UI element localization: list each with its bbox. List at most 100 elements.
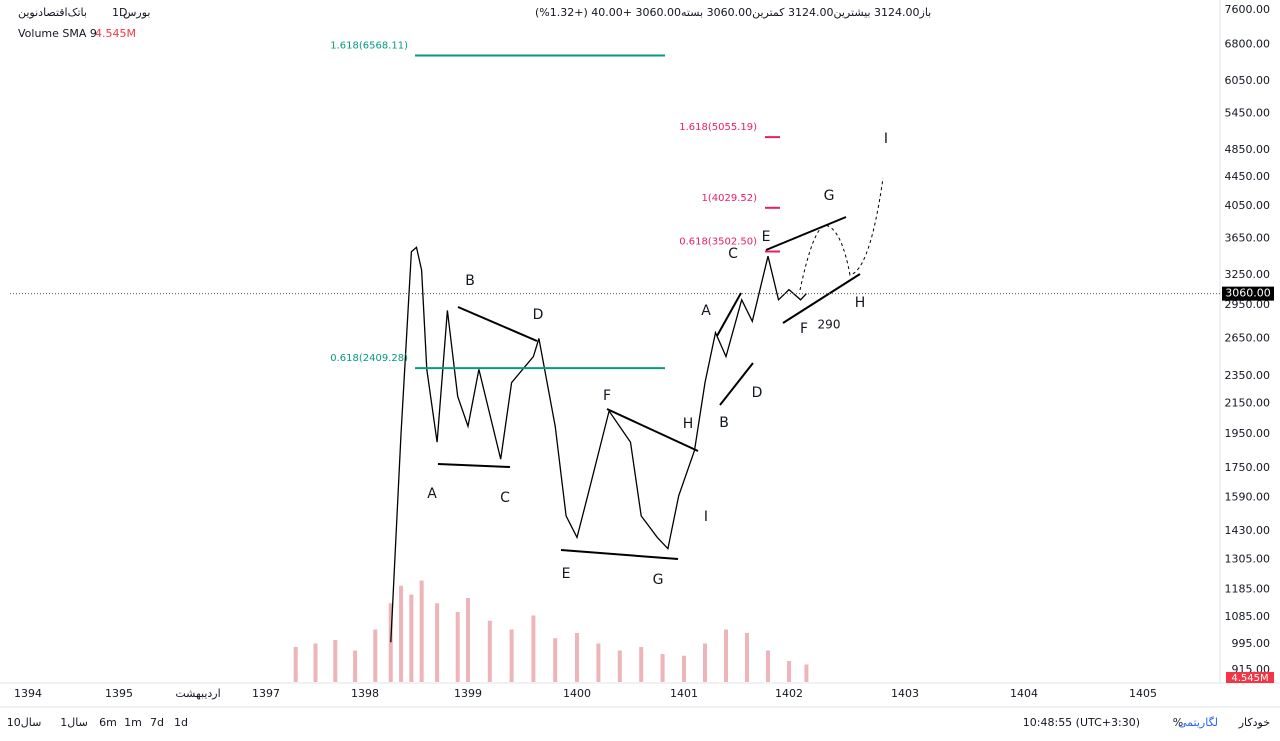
projection (799, 177, 884, 291)
y-tick-label: 1430.00 (1225, 524, 1271, 537)
trend-line (606, 408, 699, 452)
range-button[interactable]: 1d (174, 716, 188, 729)
fib-label: 1(4029.52) (701, 193, 757, 204)
wave-label: I (884, 131, 888, 147)
range-button[interactable]: 1m (124, 716, 142, 729)
y-tick-label: 3250.00 (1225, 268, 1271, 281)
last-price-label: 3060.00 (1225, 287, 1271, 300)
wave-label: 290 (818, 318, 841, 332)
toolbar-auto[interactable]: خودکار (1238, 716, 1270, 729)
x-tick-label: 1395 (105, 687, 133, 700)
x-tick-label: 1405 (1129, 687, 1157, 700)
wave-label: C (728, 246, 738, 262)
volume-bar (419, 580, 424, 682)
interval: 1D (112, 6, 127, 19)
fib-label: 0.618(3502.50) (679, 237, 757, 248)
trend-line (765, 216, 847, 251)
trend-line (457, 306, 538, 342)
y-tick-label: 2650.00 (1225, 331, 1271, 344)
y-tick-label: 2350.00 (1225, 369, 1271, 382)
trend-lines (437, 216, 861, 560)
exchange: بورس (123, 6, 150, 19)
toolbar-percent[interactable]: % (1173, 716, 1183, 729)
fib-label: 1.618(5055.19) (679, 122, 757, 133)
volume-bar (409, 594, 414, 682)
y-tick-label: 7600.00 (1225, 3, 1271, 16)
wave-label: G (824, 188, 835, 204)
volume-bar (682, 655, 686, 682)
toolbar-log[interactable]: لگاریتمی (1178, 716, 1218, 729)
x-tick-label: 1399 (454, 687, 482, 700)
x-tick-label: 1401 (670, 687, 698, 700)
volume-bar (553, 638, 558, 682)
volume-bar (466, 598, 470, 682)
volume-bar (399, 585, 404, 682)
wave-label: A (701, 303, 711, 319)
trend-line (437, 463, 511, 468)
volume-bar (703, 643, 707, 682)
y-tick-label: 6050.00 (1225, 74, 1271, 87)
volume-bar (373, 629, 378, 682)
volume-bar (660, 654, 665, 682)
volume-bar (745, 633, 749, 682)
volume-bar (333, 640, 338, 682)
volume-title: Volume SMA 9 (18, 27, 97, 40)
wave-label: D (752, 385, 763, 401)
volume-bar (575, 633, 579, 682)
trend-line (782, 273, 861, 324)
range-button[interactable]: 7d (150, 716, 164, 729)
wave-label: B (465, 273, 475, 289)
range-button[interactable]: 6m (99, 716, 117, 729)
range-button[interactable]: 1سال (60, 716, 88, 729)
toolbar-time: 10:48:55 (UTC+3:30) (1023, 716, 1140, 729)
wave-label: G (653, 572, 664, 588)
toolbar: 10:48:55 (UTC+3:30) % لگاریتمی خودکار (1023, 716, 1270, 729)
y-tick-label: 1750.00 (1225, 461, 1271, 474)
volume-bar (353, 650, 358, 682)
volume-bar (509, 629, 514, 682)
wave-label: A (427, 486, 437, 502)
ohlc: باز3124.00 بیشترین3124.00 کمترین3060.00 … (535, 6, 931, 19)
volume-box (1226, 672, 1274, 683)
volume-axis-label: 4.545M (1231, 673, 1268, 684)
y-tick-label: 2150.00 (1225, 397, 1271, 410)
price-line (390, 246, 807, 643)
volume-bar (724, 629, 728, 682)
fib-label: 0.618(2409.28) (330, 353, 408, 364)
wave-label: B (719, 415, 729, 431)
symbol: باتک‌اقتصادنوین (18, 6, 87, 19)
volume-bar (455, 612, 460, 682)
x-tick-label: 1402 (775, 687, 803, 700)
x-tick-label: 1403 (891, 687, 919, 700)
x-tick-label: 1404 (1010, 687, 1038, 700)
volume-bar (487, 620, 492, 682)
y-tick-label: 1085.00 (1225, 610, 1271, 623)
y-tick-label: 4850.00 (1225, 143, 1271, 156)
wave-label: I (704, 509, 708, 525)
volume-bar (639, 647, 644, 682)
trend-line (560, 549, 679, 560)
volume-value: 4.545M (95, 27, 136, 40)
wave-label: F (603, 388, 611, 404)
y-tick-label: 1185.00 (1225, 582, 1271, 595)
x-tick-label: 1397 (252, 687, 280, 700)
y-tick-label: 1305.00 (1225, 552, 1271, 565)
volume-bar (804, 664, 809, 682)
y-tick-label: 4450.00 (1225, 170, 1271, 183)
wave-label: F (800, 321, 808, 337)
range-button[interactable]: 10سال (7, 716, 42, 729)
wave-label: H (855, 295, 866, 311)
volume-bar (435, 603, 440, 682)
y-tick-label: 5450.00 (1225, 107, 1271, 120)
x-tick-label: اردیبهشت (175, 687, 220, 700)
x-tick-label: 1398 (351, 687, 379, 700)
wave-label: E (562, 566, 571, 582)
y-tick-label: 995.00 (1232, 637, 1271, 650)
x-tick-label: 1394 (14, 687, 42, 700)
volume-bar (293, 647, 298, 682)
volume-bar (617, 650, 622, 682)
volume-bar (596, 643, 601, 682)
volume-bar (388, 603, 393, 682)
y-tick-label: 4050.00 (1225, 199, 1271, 212)
